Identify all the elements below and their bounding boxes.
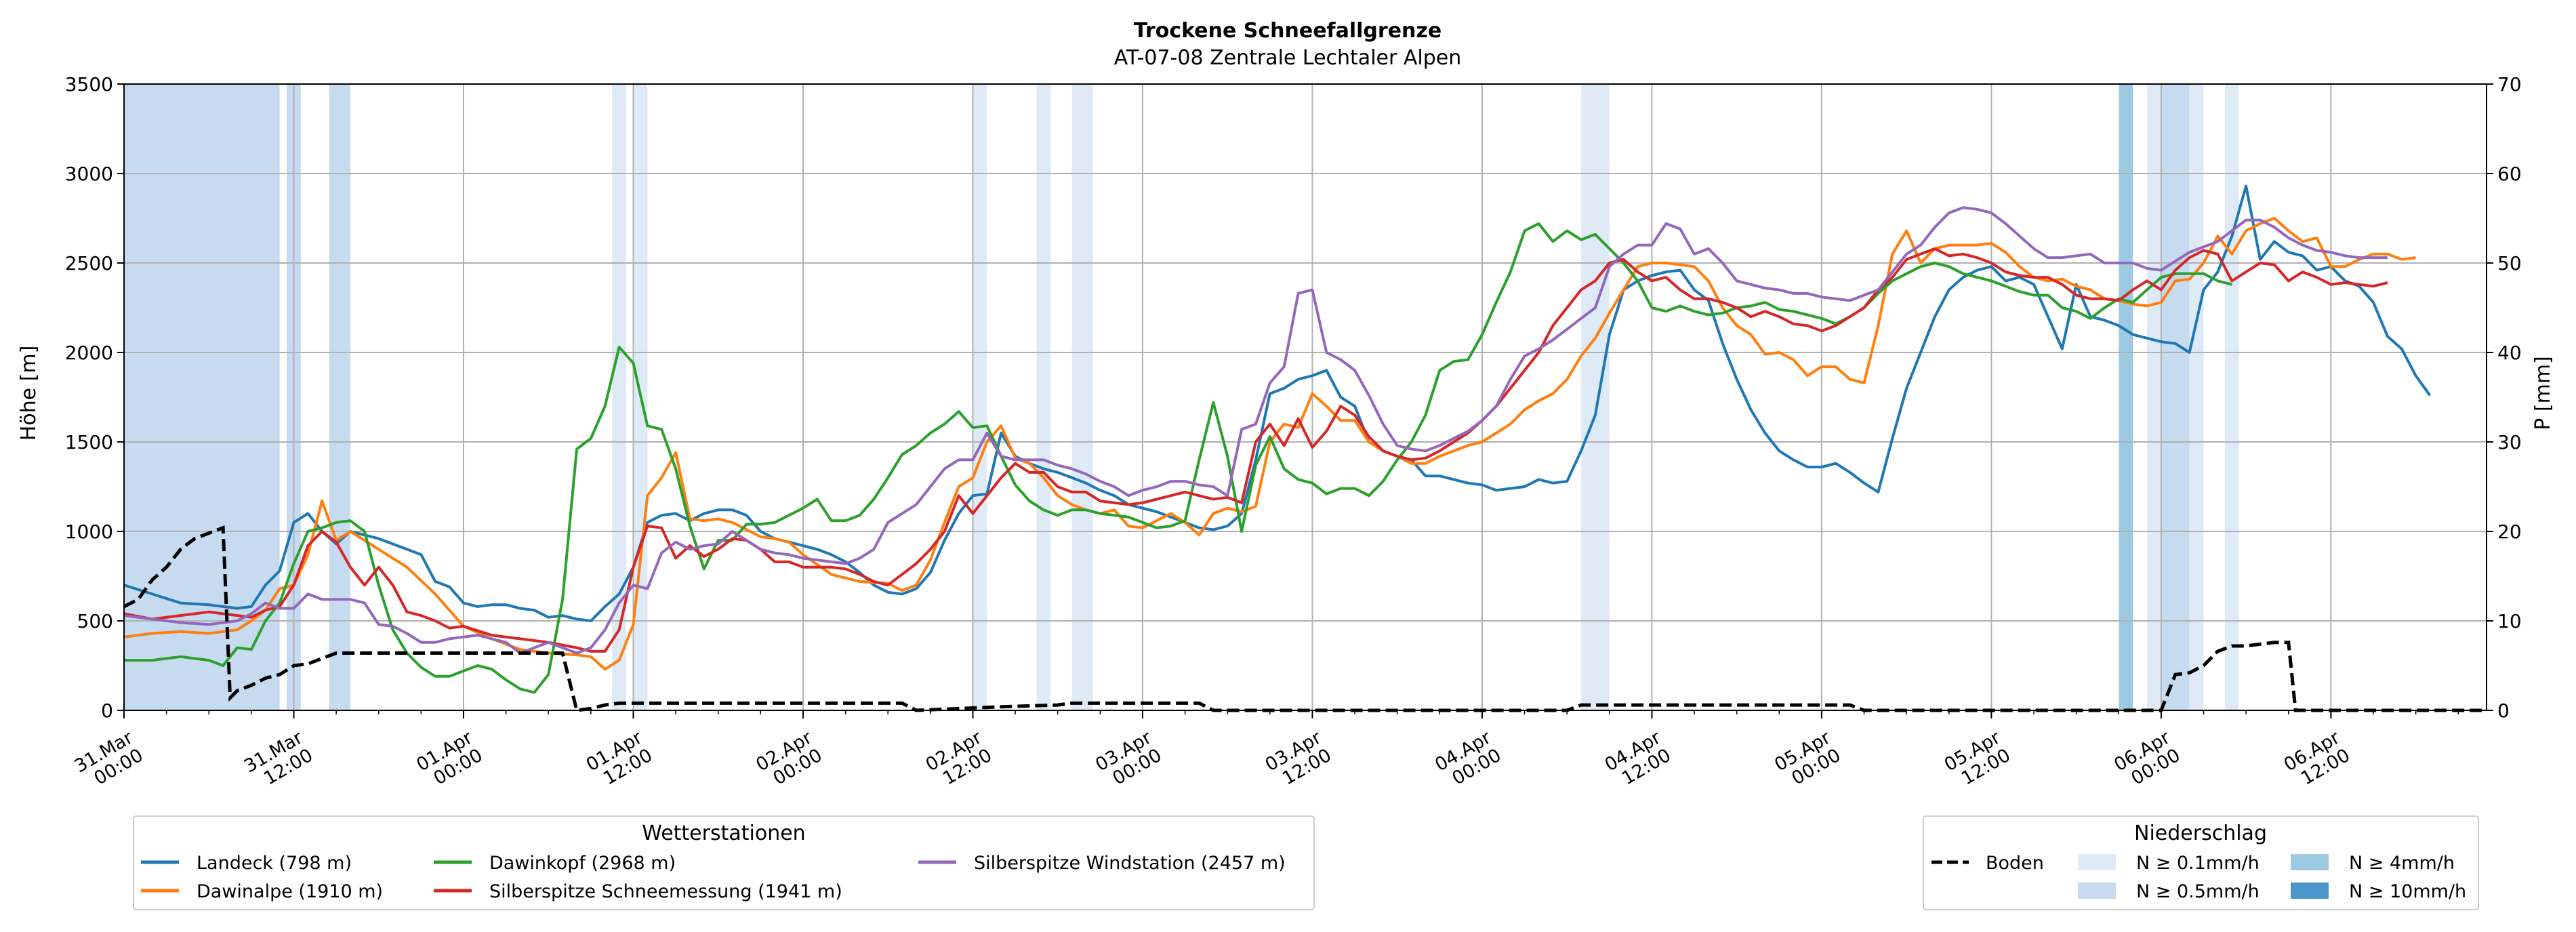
y2-tick-label: 20 [2497,521,2522,543]
precip-band [973,84,987,710]
precip-band [1036,84,1051,710]
y-axis-label: Höhe [m] [17,346,41,441]
legend-precip-swatch [2078,854,2116,870]
y2-tick-label: 50 [2497,252,2522,275]
legend-precip-label: N ≥ 0.1mm/h [2136,853,2260,874]
precip-band [2189,84,2204,710]
precip-band [2119,84,2133,710]
precip-band [2147,84,2161,710]
grid [123,83,2487,711]
precip-band [124,84,280,710]
legend-precip-title: Niederschlag [2134,822,2267,845]
legend-stations-frame [133,815,1315,910]
y-tick-label: 2500 [65,252,113,275]
y2-tick-label: 30 [2497,431,2522,453]
y2-tick-label: 60 [2497,163,2522,185]
legend-entry-label: Silberspitze Schneemessung (1941 m) [489,881,842,902]
legend-precip-label: N ≥ 0.5mm/h [2136,881,2260,902]
precip-band [329,84,350,710]
legend-stations: Wetterstationen Landeck (798 m) Dawinalpe… [133,815,1315,910]
legend-precip: Niederschlag Boden N ≥ 0.1mm/h N ≥ 0.5mm/h… [1923,815,2479,910]
legend-precip-frame [1923,815,2479,910]
legend-entry-label: Silberspitze Windstation (2457 m) [974,853,1286,874]
legend-boden-label: Boden [1986,853,2044,874]
legend-entry-label: Landeck (798 m) [197,853,352,874]
series-line [123,184,2432,622]
y-tick-label: 500 [77,610,113,632]
chart-subtitle: AT-07-08 Zentrale Lechtaler Alpen [1114,46,1461,70]
y2-tick-label: 40 [2497,342,2522,364]
series-line [124,222,2232,694]
series-line [123,247,2388,653]
precip-band [1581,84,1610,710]
y-tick-label: 1000 [65,521,113,543]
y2-axis-label: P [mm] [2531,356,2555,430]
legend-precip-swatch [2291,854,2329,870]
series-line [123,206,2388,655]
y-tick-label: 0 [101,700,113,722]
y-tick-label: 2000 [65,342,113,364]
legend-entry-label: Dawinkopf (2968 m) [489,853,676,874]
y2-tick-label: 70 [2497,73,2522,96]
y-tick-label: 1500 [65,431,113,453]
legend-precip-label: N ≥ 10mm/h [2349,881,2466,902]
y2-tick-label: 0 [2497,700,2510,722]
legend-entry-label: Dawinalpe (1910 m) [197,881,383,902]
series-line [123,217,2416,671]
precipitation-bands [124,84,2239,710]
legend-precip-swatch [2078,883,2116,899]
chart-title: Trockene Schneefallgrenze [1134,19,1442,43]
precip-band [2161,84,2190,710]
y-tick-label: 3000 [65,163,113,185]
plot-frame [123,83,2487,711]
precip-band [2224,84,2239,710]
precip-band [612,84,627,710]
y2-tick-label: 10 [2497,610,2522,632]
y-tick-label: 3500 [65,73,113,96]
legend-precip-swatch [2291,883,2329,899]
precip-band [1071,84,1093,710]
legend-precip-entries: Boden N ≥ 0.1mm/h N ≥ 0.5mm/h N ≥ 4mm/h N ≥ … [1931,853,2466,902]
legend-stations-entries: Landeck (798 m) Dawinalpe (1910 m) Dawinko… [141,853,1286,902]
legend-stations-title: Wetterstationen [642,822,805,845]
legend-precip-label: N ≥ 4mm/h [2349,853,2455,874]
